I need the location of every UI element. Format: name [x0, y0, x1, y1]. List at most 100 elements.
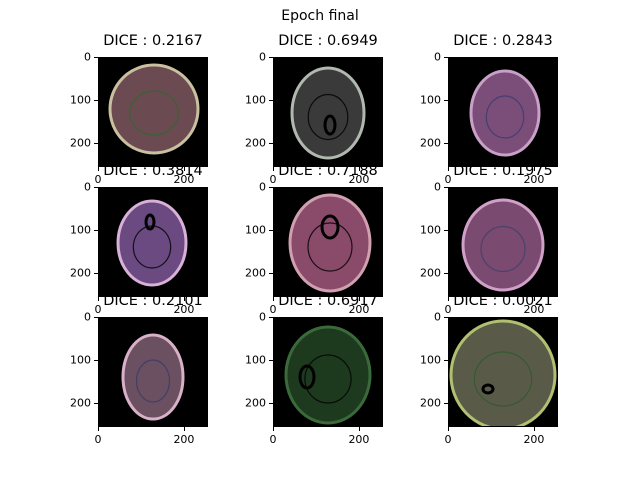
- x-tick-mark: [448, 167, 449, 171]
- x-tick-mark: [273, 167, 274, 171]
- y-tick-label: 0: [84, 50, 91, 64]
- y-tick-mark: [94, 229, 98, 231]
- y-tick-mark: [94, 57, 98, 58]
- y-tick-label: 0: [259, 50, 266, 64]
- panel-title: DICE : 0.6917: [278, 293, 378, 309]
- brain-region: [284, 325, 372, 425]
- brain-region: [449, 319, 557, 427]
- scan-image: [98, 57, 208, 167]
- y-tick-label: 100: [420, 93, 441, 107]
- brain-inner-structure: [480, 225, 526, 273]
- y-tick-mark: [444, 57, 448, 58]
- x-tick-mark: [273, 297, 274, 301]
- y-tick-mark: [94, 402, 98, 404]
- y-tick-label: 100: [420, 223, 441, 237]
- x-tick-label: 0: [269, 433, 277, 446]
- x-tick-mark: [273, 427, 274, 431]
- x-tick-mark: [358, 167, 360, 171]
- y-tick-label: 200: [245, 396, 266, 410]
- x-tick-mark: [533, 427, 535, 431]
- y-tick-mark: [269, 99, 273, 101]
- panel-7: DICE : 0.2101 0 100 200 0 200: [70, 293, 208, 446]
- scan-image: [273, 57, 383, 167]
- y-tick-label: 100: [420, 353, 441, 367]
- y-tick-mark: [269, 187, 273, 188]
- x-tick-label: 200: [348, 173, 370, 186]
- y-tick-label: 0: [434, 180, 441, 194]
- x-tick-label: 200: [523, 433, 545, 446]
- panel-title: DICE : 0.0021: [453, 293, 553, 309]
- y-tick-label: 200: [420, 136, 441, 150]
- x-tick-mark: [533, 297, 535, 301]
- scan-image-svg: [108, 63, 200, 155]
- scan-image: [273, 317, 383, 427]
- brain-inner-structure: [135, 359, 171, 403]
- scan-image-svg: [290, 66, 366, 160]
- brain-inner-structure: [473, 351, 533, 407]
- y-tick-mark: [94, 142, 98, 144]
- y-tick-label: 100: [70, 353, 91, 367]
- y-tick-mark: [444, 359, 448, 361]
- panel-3: DICE : 0.2843 0 100 200 0 200: [420, 33, 558, 186]
- panel-title: DICE : 0.3814: [103, 163, 203, 179]
- panel-1: DICE : 0.2167 0 100 200 0 200: [70, 33, 208, 186]
- scan-image-svg: [461, 198, 545, 292]
- y-tick-label: 200: [70, 136, 91, 150]
- panel-title: DICE : 0.7188: [278, 163, 378, 179]
- brain-region: [469, 69, 541, 157]
- y-tick-mark: [444, 99, 448, 101]
- scan-image-svg: [449, 319, 557, 427]
- x-tick-mark: [183, 297, 185, 301]
- x-tick-mark: [448, 427, 449, 431]
- x-tick-mark: [98, 297, 99, 301]
- x-tick-label: 0: [269, 303, 277, 316]
- y-tick-label: 0: [259, 180, 266, 194]
- x-tick-label: 200: [173, 303, 195, 316]
- x-tick-mark: [533, 167, 535, 171]
- y-tick-mark: [444, 229, 448, 231]
- y-tick-mark: [269, 402, 273, 404]
- panel-8: DICE : 0.6917 0 100 200 0 200: [245, 293, 383, 446]
- x-tick-mark: [183, 427, 185, 431]
- scan-image-svg: [469, 69, 541, 157]
- x-tick-label: 200: [523, 303, 545, 316]
- panel-6: DICE : 0.1975 0 100 200 0 200: [420, 163, 558, 316]
- y-tick-mark: [269, 57, 273, 58]
- y-tick-label: 100: [70, 223, 91, 237]
- scan-image-svg: [116, 199, 188, 287]
- y-tick-label: 0: [84, 310, 91, 324]
- x-tick-mark: [183, 167, 185, 171]
- y-tick-mark: [444, 402, 448, 404]
- brain-region: [288, 193, 372, 293]
- brain-region: [290, 66, 366, 160]
- panel-2: DICE : 0.6949 0 100 200 0 200: [245, 33, 383, 186]
- y-tick-label: 0: [84, 180, 91, 194]
- x-tick-label: 200: [348, 303, 370, 316]
- x-tick-label: 200: [173, 433, 195, 446]
- y-tick-label: 200: [70, 266, 91, 280]
- panel-4: DICE : 0.3814 0 100 200 0 200: [70, 163, 208, 316]
- y-tick-label: 100: [245, 353, 266, 367]
- x-tick-mark: [358, 297, 360, 301]
- x-tick-label: 0: [444, 173, 452, 186]
- y-tick-mark: [444, 187, 448, 188]
- x-tick-label: 200: [173, 173, 195, 186]
- scan-image-svg: [288, 193, 372, 293]
- panel-title: DICE : 0.6949: [278, 33, 378, 49]
- figure-title: Epoch final: [281, 8, 359, 24]
- y-tick-label: 100: [245, 223, 266, 237]
- x-tick-mark: [448, 297, 449, 301]
- panel-title: DICE : 0.1975: [453, 163, 553, 179]
- y-tick-mark: [444, 317, 448, 318]
- brain-region: [108, 63, 200, 155]
- x-tick-label: 200: [348, 433, 370, 446]
- segmentation-contour: [144, 213, 156, 231]
- x-tick-label: 0: [269, 173, 277, 186]
- segmentation-contour: [320, 214, 340, 240]
- scan-image: [448, 187, 558, 297]
- y-tick-label: 200: [420, 396, 441, 410]
- scan-image-svg: [121, 333, 185, 421]
- brain-region: [116, 199, 188, 287]
- scan-image: [98, 187, 208, 297]
